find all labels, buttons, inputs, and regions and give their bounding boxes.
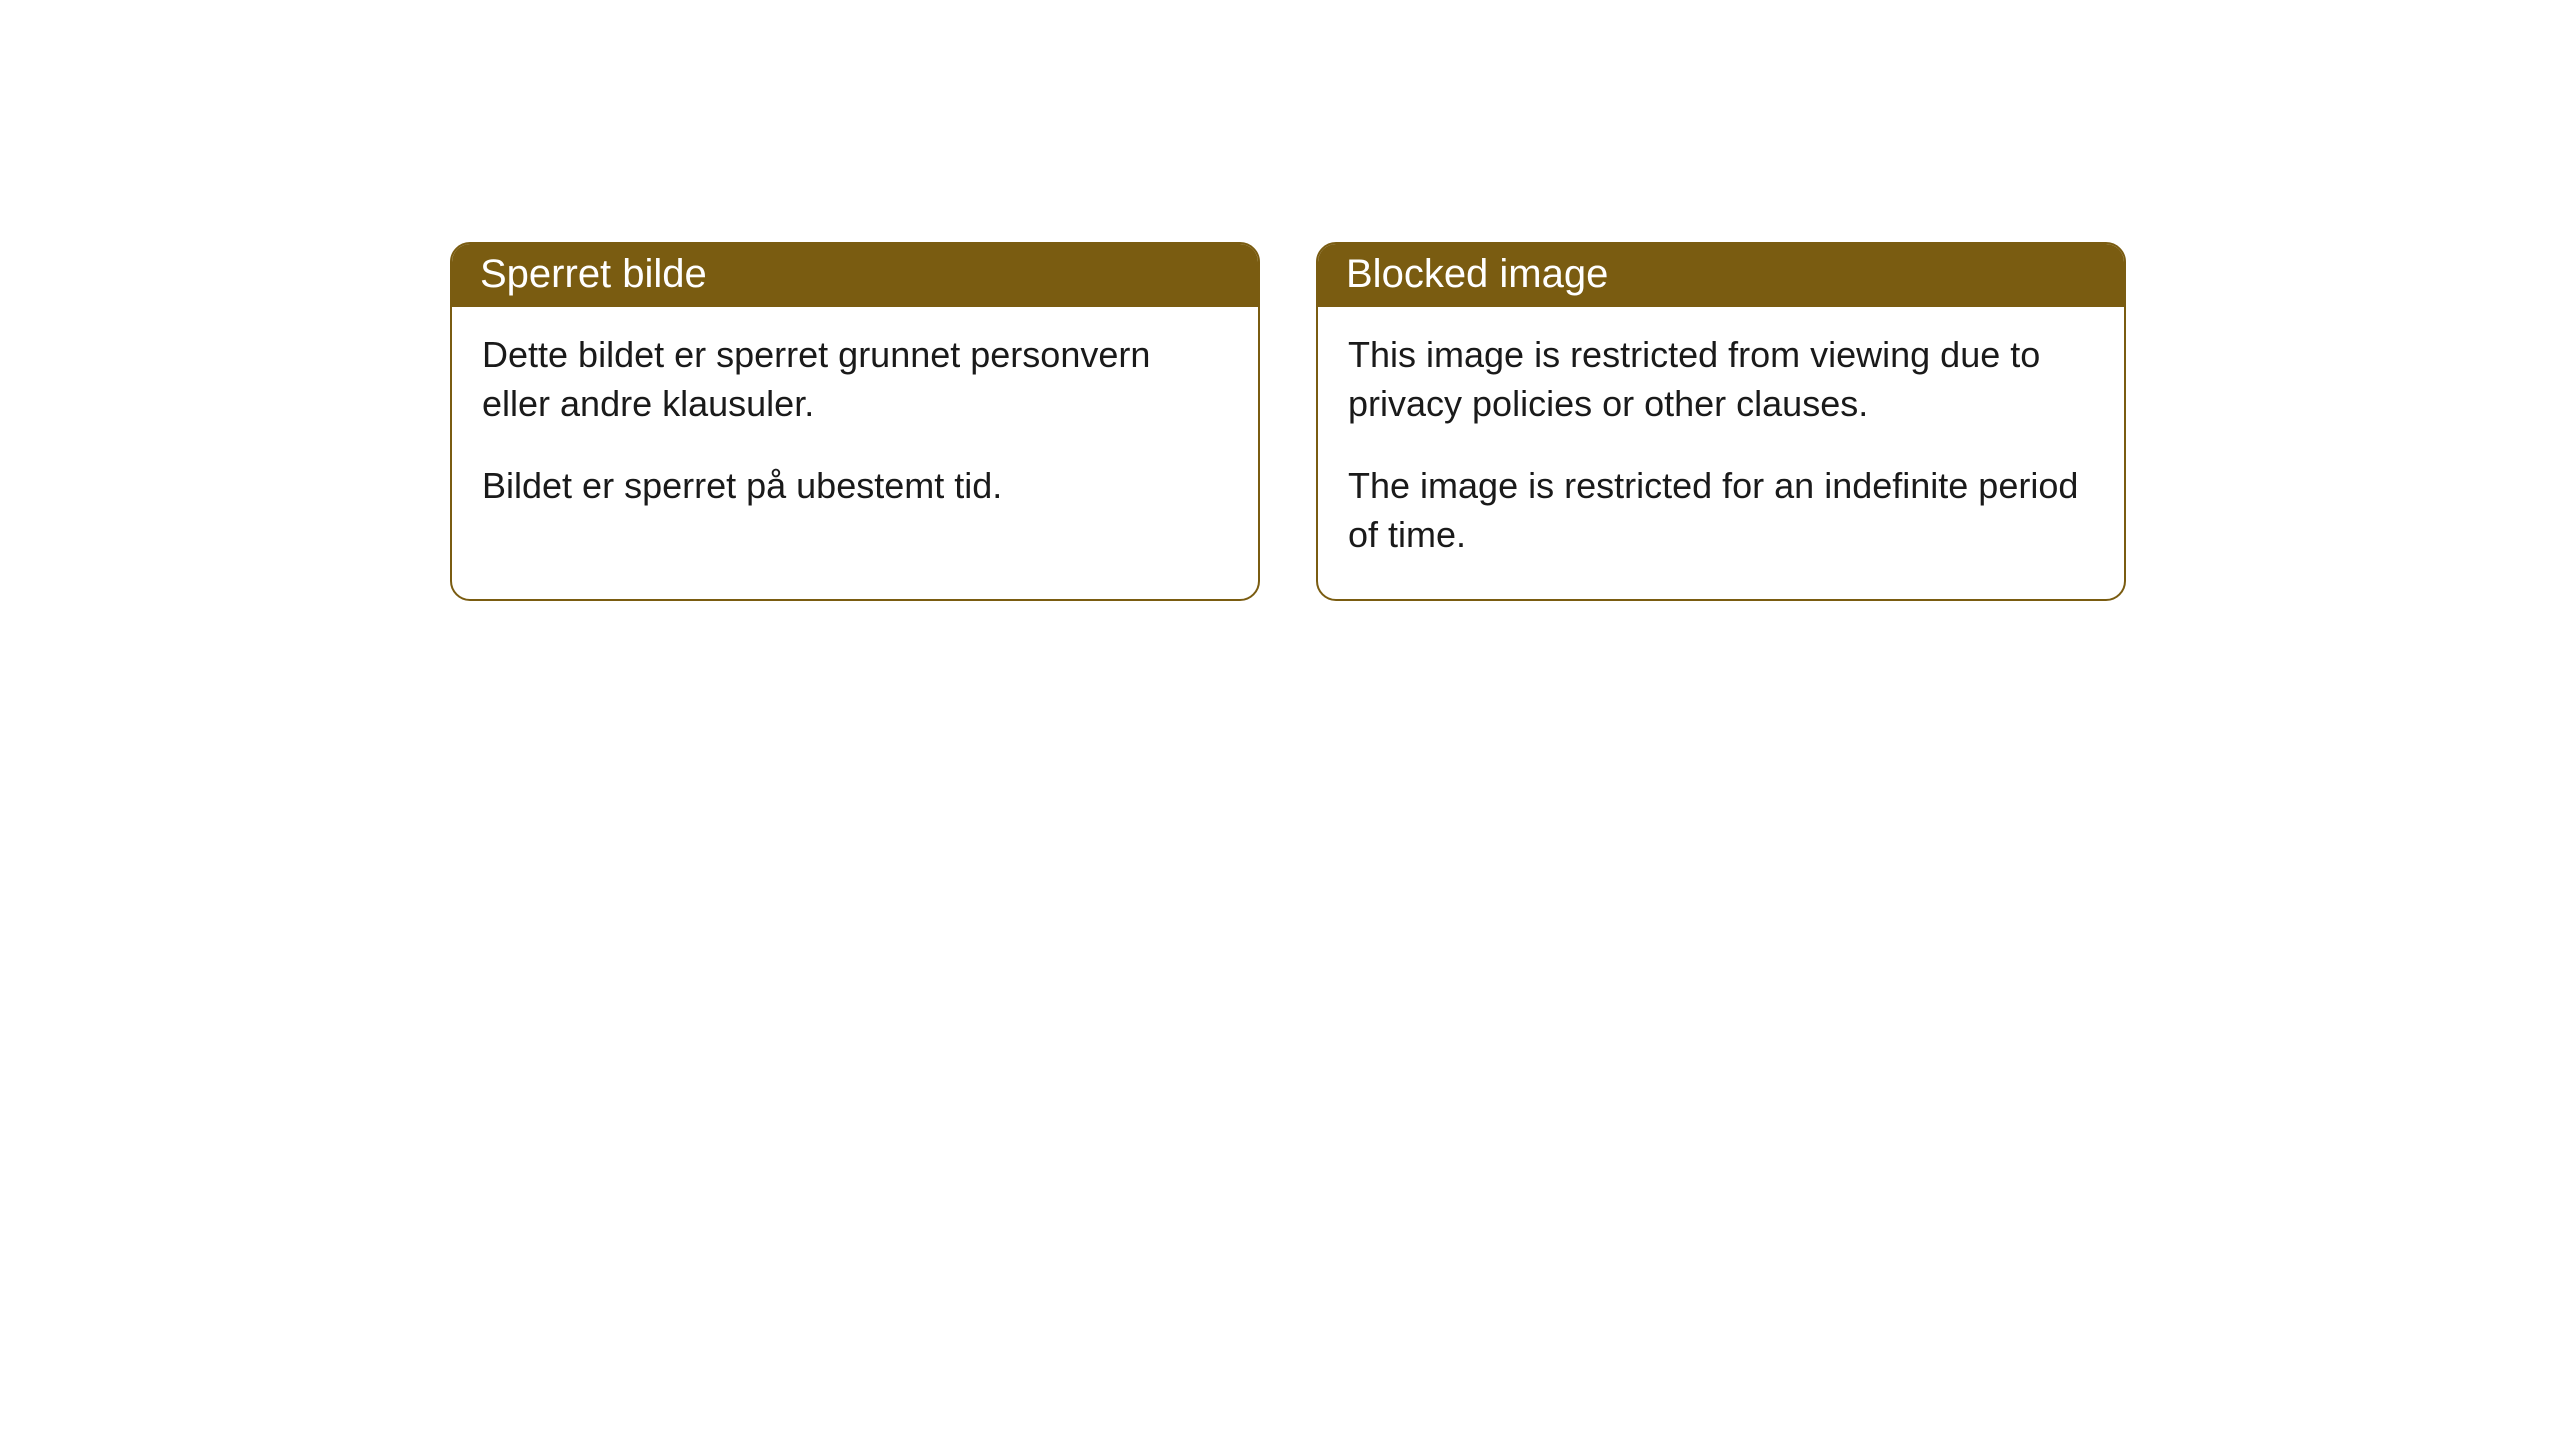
card-english-paragraph-1: This image is restricted from viewing du… [1348,331,2094,428]
card-norwegian-paragraph-2: Bildet er sperret på ubestemt tid. [482,462,1228,511]
card-norwegian-body: Dette bildet er sperret grunnet personve… [452,307,1258,551]
card-english-paragraph-2: The image is restricted for an indefinit… [1348,462,2094,559]
cards-container: Sperret bilde Dette bildet er sperret gr… [450,242,2560,601]
card-norwegian-header: Sperret bilde [452,244,1258,307]
card-english-header: Blocked image [1318,244,2124,307]
card-english-body: This image is restricted from viewing du… [1318,307,2124,599]
card-norwegian-paragraph-1: Dette bildet er sperret grunnet personve… [482,331,1228,428]
card-english: Blocked image This image is restricted f… [1316,242,2126,601]
card-norwegian: Sperret bilde Dette bildet er sperret gr… [450,242,1260,601]
